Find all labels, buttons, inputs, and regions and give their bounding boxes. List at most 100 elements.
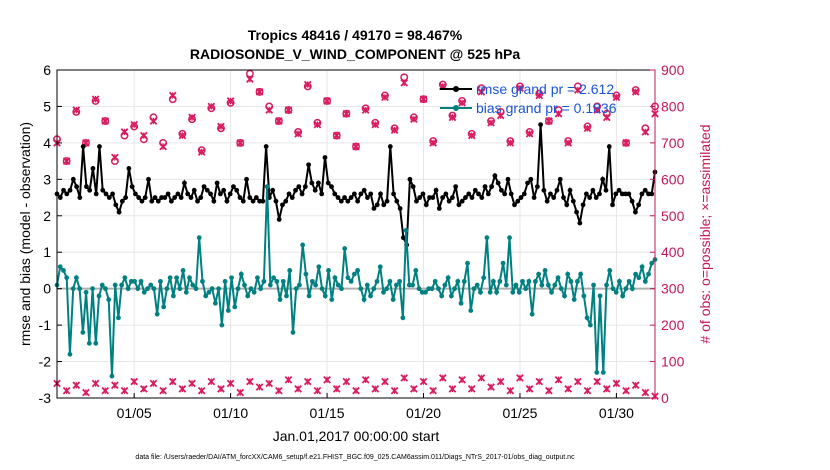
bias-point bbox=[83, 289, 89, 295]
rmse-point bbox=[492, 173, 498, 179]
bias-point bbox=[613, 289, 619, 295]
rmse-point bbox=[342, 195, 347, 200]
bias-point bbox=[510, 289, 516, 295]
obs-assimilated-marker bbox=[381, 377, 389, 386]
rmse-point bbox=[302, 184, 308, 190]
bias-point bbox=[429, 286, 435, 292]
bias-point bbox=[245, 293, 251, 299]
rmse-point bbox=[485, 191, 491, 197]
obs-assimilated-marker bbox=[622, 386, 630, 395]
bias-point bbox=[533, 278, 538, 284]
y-right-tick-label: 900 bbox=[661, 62, 685, 78]
x-tick-label: 01/10 bbox=[213, 405, 248, 421]
obs-assimilated-marker bbox=[448, 385, 457, 393]
bias-point bbox=[161, 304, 167, 310]
obs-assimilated-marker bbox=[429, 386, 437, 395]
bias-point bbox=[99, 282, 105, 288]
rmse-point bbox=[423, 202, 429, 208]
rmse-point bbox=[103, 191, 109, 197]
rmse-point bbox=[90, 166, 96, 171]
rmse-point bbox=[610, 202, 615, 208]
bias-point bbox=[132, 278, 137, 284]
obs-assimilated-marker bbox=[207, 377, 216, 386]
obs-assimilated-marker bbox=[361, 375, 370, 384]
rmse-point bbox=[123, 195, 129, 200]
obs-assimilated-marker bbox=[197, 148, 206, 156]
rmse-point bbox=[119, 198, 125, 204]
rmse-point bbox=[463, 195, 468, 200]
bias-point bbox=[377, 264, 383, 270]
y-right-tick-label: 700 bbox=[661, 135, 685, 151]
bias-point bbox=[371, 286, 377, 292]
obs-assimilated-marker bbox=[390, 126, 399, 134]
rmse-point bbox=[172, 195, 178, 200]
rmse-point bbox=[371, 206, 377, 211]
rmse-line bbox=[56, 124, 656, 246]
bias-point bbox=[607, 268, 613, 273]
rmse-point bbox=[250, 198, 256, 204]
rmse-point bbox=[420, 191, 426, 197]
rmse-point bbox=[358, 191, 364, 197]
bias-point bbox=[552, 282, 558, 288]
obs-assimilated-marker bbox=[554, 375, 563, 384]
bias-point bbox=[468, 308, 474, 313]
bias-point bbox=[86, 340, 92, 346]
obs-assimilated-marker bbox=[525, 385, 534, 393]
rmse-point bbox=[61, 187, 66, 193]
rmse-point bbox=[381, 202, 387, 208]
bias-point bbox=[555, 275, 561, 281]
rmse-point bbox=[600, 176, 606, 182]
obs-assimilated-marker bbox=[371, 120, 380, 129]
rmse-point bbox=[93, 191, 99, 197]
y-tick-label: 6 bbox=[43, 62, 51, 78]
bias-point bbox=[364, 282, 370, 288]
obs-assimilated-marker bbox=[313, 120, 322, 129]
rmse-point bbox=[479, 195, 485, 200]
legend-rmse-marker bbox=[453, 86, 459, 92]
rmse-point bbox=[544, 198, 550, 204]
bias-point bbox=[332, 275, 338, 281]
bias-point bbox=[432, 278, 438, 284]
obs-assimilated-marker bbox=[458, 98, 466, 107]
bias-point bbox=[490, 278, 496, 284]
obs-assimilated-marker bbox=[284, 375, 293, 384]
obs-assimilated-marker bbox=[82, 388, 90, 397]
rmse-point bbox=[286, 191, 292, 197]
bias-point bbox=[617, 278, 622, 284]
bias-point bbox=[148, 282, 154, 288]
bias-point bbox=[222, 278, 228, 284]
obs-assimilated-marker bbox=[506, 139, 515, 147]
y-tick-label: 5 bbox=[43, 98, 51, 114]
y-right-tick-label: 800 bbox=[661, 98, 685, 114]
bias-point bbox=[290, 330, 296, 335]
bias-point bbox=[387, 278, 393, 284]
bias-point bbox=[90, 286, 95, 292]
bias-point bbox=[219, 322, 225, 328]
bias-point bbox=[287, 268, 293, 273]
bias-point bbox=[629, 286, 635, 292]
obs-assimilated-marker bbox=[265, 379, 274, 388]
rmse-point bbox=[525, 180, 530, 186]
obs-assimilated-marker bbox=[545, 386, 553, 395]
obs-assimilated-marker bbox=[284, 106, 293, 114]
rmse-point bbox=[168, 198, 174, 204]
rmse-point bbox=[87, 187, 93, 193]
obs-assimilated-marker bbox=[111, 381, 119, 390]
rmse-point bbox=[410, 184, 416, 190]
obs-assimilated-marker bbox=[236, 139, 245, 147]
bias-point bbox=[384, 286, 390, 292]
bias-point bbox=[158, 278, 163, 284]
rmse-point bbox=[191, 187, 197, 193]
rmse-point bbox=[394, 198, 400, 204]
rmse-point bbox=[329, 184, 334, 190]
rmse-point bbox=[512, 202, 517, 208]
bias-point bbox=[345, 275, 351, 281]
obs-assimilated-marker bbox=[62, 386, 71, 395]
y-tick-label: 3 bbox=[43, 171, 51, 187]
bias-point bbox=[536, 271, 542, 277]
bias-point bbox=[322, 293, 328, 299]
rmse-point bbox=[574, 209, 579, 215]
rmse-point bbox=[106, 195, 112, 200]
bias-point bbox=[604, 282, 609, 288]
obs-assimilated-marker bbox=[323, 375, 331, 384]
